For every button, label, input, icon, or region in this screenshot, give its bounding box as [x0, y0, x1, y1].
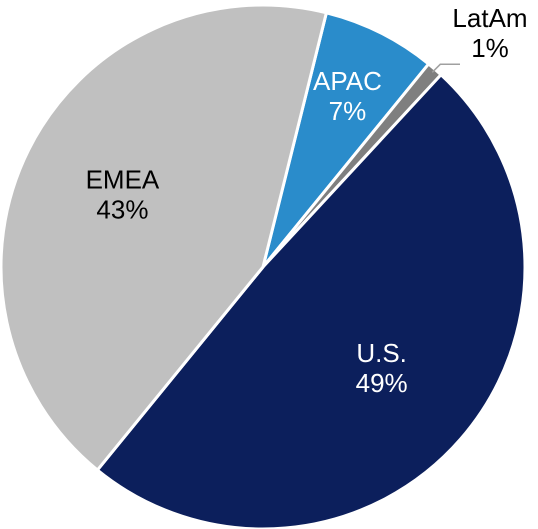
slice-label: APAC — [313, 66, 382, 96]
slice-value-label: 7% — [329, 96, 367, 126]
pie-slice — [95, 72, 527, 529]
pie-slice — [0, 3, 329, 473]
slice-value-label: 49% — [356, 368, 408, 398]
slice-value-label: 43% — [96, 194, 148, 224]
slice-value-label: 1% — [471, 33, 509, 63]
slice-label: LatAm — [452, 3, 527, 33]
slice-label: EMEA — [86, 164, 160, 194]
leader-line — [431, 63, 460, 73]
slice-label: U.S. — [356, 338, 407, 368]
pie-slice — [261, 10, 431, 268]
